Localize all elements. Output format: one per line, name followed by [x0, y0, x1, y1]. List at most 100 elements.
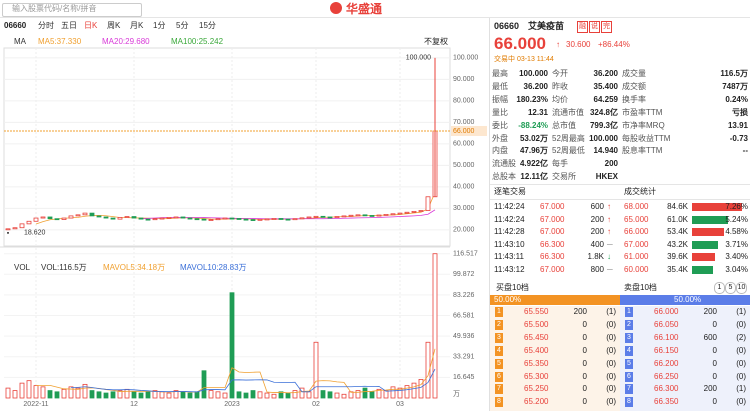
- candle: [327, 216, 333, 219]
- trade-price: 67.000: [540, 202, 565, 211]
- stat-vol: 53.4K: [667, 227, 688, 237]
- logo: 华盛通: [346, 2, 383, 16]
- y-tick-label: 80.000: [453, 98, 475, 105]
- depth-button[interactable]: 1: [714, 282, 725, 294]
- stat-value: 35.400: [593, 81, 618, 91]
- level-index: 7: [495, 384, 503, 395]
- volume-bar: [376, 388, 382, 399]
- stat-label: 市净率MRQ: [622, 120, 665, 130]
- stat-label: 内盘: [492, 146, 508, 156]
- ask-pct: 50.00%: [674, 295, 702, 304]
- level-index: 1: [495, 307, 503, 317]
- stat-value: --: [742, 146, 748, 156]
- candle: [40, 216, 46, 219]
- vol-tick-label: 49.936: [453, 333, 475, 340]
- stat-value: 100.000: [519, 69, 548, 78]
- volume-bar: [75, 387, 81, 399]
- trades-tab[interactable]: 逐笔交易: [494, 187, 526, 196]
- candle: [54, 218, 60, 221]
- quote-name: 艾美疫苗: [528, 21, 565, 31]
- volume-bar: [173, 390, 179, 399]
- level-count: (0): [606, 332, 616, 342]
- candle: [376, 214, 382, 217]
- stat-label: 总市值: [552, 120, 576, 130]
- stat-value: 4.922亿: [519, 159, 548, 169]
- stat-value: 36.200: [593, 69, 618, 78]
- volume-bar: [33, 385, 39, 399]
- level-price: 65.500: [524, 319, 549, 329]
- search-box[interactable]: [2, 3, 142, 17]
- stat-value: 64.259: [593, 94, 618, 104]
- bid-bg: [490, 306, 620, 411]
- level-vol: 0: [582, 345, 587, 355]
- level-index: 3: [495, 332, 503, 343]
- trade-vol: 1.8K: [587, 252, 604, 262]
- candle: [369, 215, 375, 217]
- status: 交易中 03-13 11:44: [494, 56, 554, 63]
- section-border: [490, 199, 750, 200]
- candle: [180, 216, 186, 219]
- vol-tick-label: 33.291: [453, 354, 475, 361]
- change-pct: +86.44%: [598, 40, 630, 49]
- period-tab[interactable]: 周K: [107, 21, 121, 30]
- adjust-label: 不复权: [424, 37, 448, 46]
- level-vol: 0: [582, 371, 587, 381]
- level-vol: 0: [582, 332, 587, 342]
- level-vol: 0: [582, 384, 587, 394]
- candle: [418, 210, 424, 212]
- period-tab[interactable]: 15分: [199, 21, 216, 30]
- trade-time: 11:43:12: [494, 265, 525, 274]
- volume-bar: [278, 391, 284, 399]
- vol-tick-label: 99.872: [453, 271, 475, 278]
- stats-tab[interactable]: 成交统计: [624, 187, 656, 196]
- level-count: (0): [736, 319, 746, 329]
- level-price: 66.350: [654, 397, 679, 407]
- stat-price: 67.000: [624, 239, 649, 249]
- period-tab[interactable]: 分时: [38, 21, 54, 30]
- stat-label: 成交量: [622, 69, 646, 78]
- volume-bar: [299, 387, 305, 399]
- candle: [208, 219, 214, 221]
- stat-label: 市盈率TTM: [622, 107, 663, 117]
- high-label: 100.000: [406, 55, 431, 62]
- volume-bar: [145, 391, 151, 399]
- candle: [404, 211, 410, 214]
- candle: [145, 218, 151, 221]
- period-tab[interactable]: 5分: [176, 21, 189, 30]
- low-label: 18.620: [24, 230, 46, 237]
- stat-value: 100.000: [589, 133, 618, 143]
- depth-button[interactable]: 10: [736, 282, 747, 294]
- level-price: 66.300: [654, 384, 679, 394]
- volume-bar: [348, 391, 354, 399]
- level-price: 65.250: [524, 384, 549, 394]
- volume-bar: [264, 392, 270, 399]
- period-tab[interactable]: 日K: [84, 21, 98, 30]
- candle: [264, 218, 270, 221]
- level-index: 7: [625, 384, 633, 395]
- candle: [152, 218, 158, 221]
- candle: [383, 213, 389, 216]
- volume-bar: [47, 390, 53, 399]
- candle: [110, 217, 116, 220]
- depth-button[interactable]: 5: [725, 282, 736, 294]
- level-vol: 0: [712, 371, 717, 381]
- stat-bar: [692, 266, 713, 274]
- stat-price: 61.000: [624, 252, 649, 262]
- period-tab[interactable]: 月K: [130, 21, 144, 30]
- volume-bar: [19, 382, 25, 399]
- stat-value: 180.23%: [516, 94, 548, 104]
- period-tab[interactable]: 五日: [61, 21, 77, 30]
- period-tab[interactable]: 1分: [153, 21, 166, 30]
- stat-label: 每股收益TTM: [622, 133, 671, 143]
- stat-label: 交易所: [552, 172, 576, 182]
- candle: [285, 218, 291, 221]
- stat-price: 60.000: [624, 265, 649, 274]
- candle: [26, 220, 32, 225]
- level-index: 8: [625, 397, 633, 408]
- candle: [33, 217, 39, 222]
- stat-value: 200: [604, 159, 618, 169]
- volume-bar: [5, 387, 11, 399]
- last-price-label: 66.000: [453, 128, 475, 135]
- candle: [96, 215, 102, 218]
- level-count: (0): [606, 345, 616, 355]
